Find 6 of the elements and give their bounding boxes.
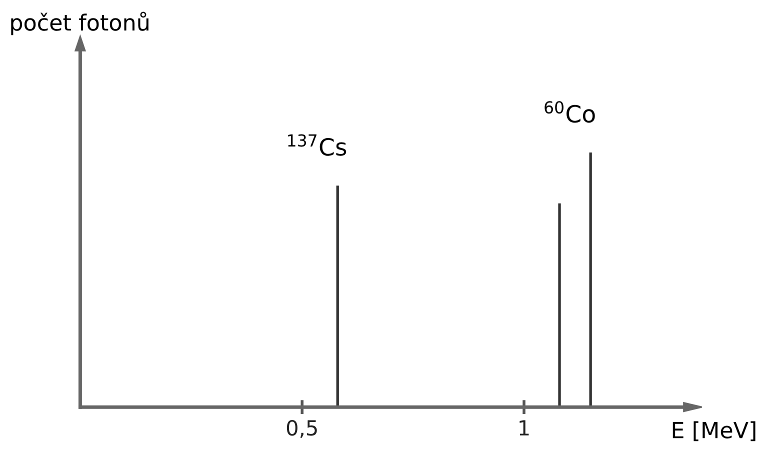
x-tick-label: 0,5 xyxy=(286,420,317,438)
x-tick-label: 1 xyxy=(520,420,529,436)
text: počet fotonů xyxy=(11,12,148,36)
x-axis-title: E [MeV] xyxy=(672,421,756,442)
annotation: $^{137}$Cs xyxy=(288,134,346,156)
annotation: $^{60}$Co xyxy=(544,101,595,123)
